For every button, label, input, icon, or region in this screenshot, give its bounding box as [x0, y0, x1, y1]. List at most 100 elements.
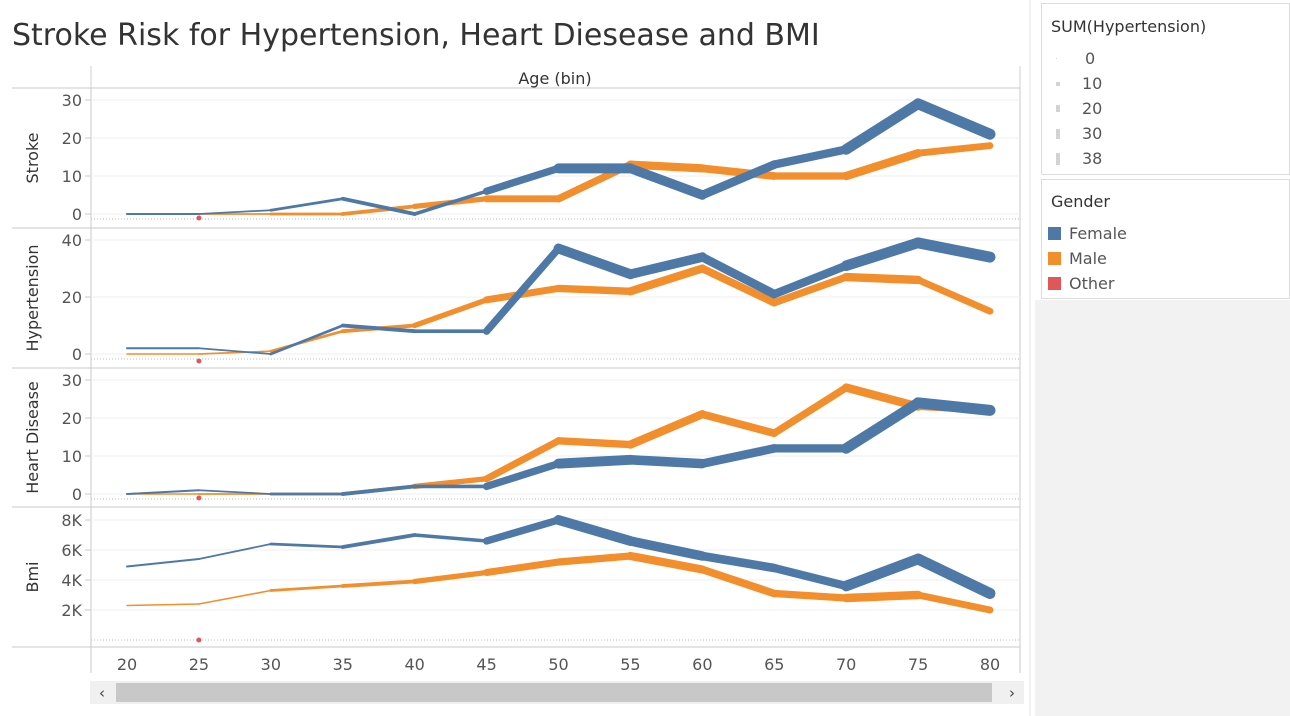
series-segment-male [269, 584, 345, 592]
size-legend-item[interactable]: 30 [1042, 121, 1289, 146]
color-legend-item[interactable]: Male [1042, 246, 1289, 271]
series-segment-female [770, 145, 851, 169]
x-tick-label: 70 [836, 655, 856, 674]
y-axis-label: Heart Disease [23, 381, 42, 494]
chart-area[interactable]: Age (bin) 0 10 20 30 Stroke 0 20 40 Hypertension 0… [0, 0, 1035, 716]
legend-swatch-icon [1048, 277, 1061, 290]
series-segment-male [483, 558, 562, 576]
series-segment-female [125, 557, 200, 568]
y-axis-label: Bmi [23, 561, 42, 592]
x-tick-label: 80 [980, 655, 1000, 674]
series-segment-female [770, 261, 851, 299]
y-axis-label: Stroke [23, 133, 42, 184]
color-legend-label: Female [1069, 224, 1127, 243]
scroll-left-icon[interactable]: ‹ [99, 683, 105, 702]
series-segment-female [340, 323, 417, 334]
y-tick-label: 8K [61, 511, 82, 530]
series-segment-female [482, 164, 563, 195]
y-tick-label: 40 [62, 231, 82, 250]
series-segment-female [482, 516, 563, 545]
column-header: Age (bin) [518, 69, 591, 88]
series-segment-male [914, 591, 994, 614]
series-point-other [196, 495, 202, 501]
series-segment-female [912, 237, 996, 263]
series-segment-female [198, 209, 272, 215]
series-segment-male [340, 204, 417, 216]
x-tick-label: 35 [333, 655, 353, 674]
series-segment-female [625, 455, 708, 469]
size-legend[interactable]: SUM(Hypertension) 0 10 20 30 38 [1041, 3, 1290, 175]
series-segment-female [840, 397, 924, 454]
color-legend-item[interactable]: Female [1042, 221, 1289, 246]
color-legend-title: Gender [1051, 192, 1110, 211]
y-tick-label: 6K [61, 541, 82, 560]
series-segment-male [554, 437, 635, 449]
series-segment-male [914, 276, 994, 315]
y-tick-label: 4K [61, 571, 82, 590]
series-segment-female [412, 533, 489, 543]
series-segment-male [770, 383, 850, 437]
size-mark-icon [1056, 128, 1060, 139]
size-mark-icon [1056, 105, 1060, 112]
series-segment-female [198, 489, 272, 495]
series-point-other [196, 358, 202, 364]
series-segment-female [269, 542, 345, 549]
color-legend[interactable]: Gender Female Male Other [1041, 179, 1290, 299]
series-segment-female [912, 98, 996, 140]
series-segment-female [340, 484, 417, 496]
size-legend-title: SUM(Hypertension) [1051, 17, 1207, 36]
series-segment-female [840, 553, 924, 592]
series-segment-male [841, 383, 923, 411]
color-legend-item[interactable]: Other [1042, 271, 1289, 296]
y-tick-label: 10 [62, 447, 82, 466]
legend-swatch-icon [1048, 227, 1061, 240]
series-point-other [196, 637, 202, 643]
series-segment-male [698, 410, 779, 438]
color-legend-label: Male [1069, 249, 1107, 268]
series-segment-male [198, 589, 272, 605]
series-segment-female [412, 189, 489, 216]
x-tick-label: 20 [117, 655, 137, 674]
series-segment-male [626, 160, 707, 173]
series-segment-male [554, 284, 635, 295]
size-legend-label: 0 [1085, 49, 1096, 68]
series-segment-male [841, 272, 923, 285]
y-axis-label: Hypertension [23, 244, 42, 351]
scroll-thumb[interactable] [116, 683, 992, 702]
series-segment-male [698, 565, 779, 598]
x-tick-label: 25 [189, 655, 209, 674]
size-mark-icon [1056, 58, 1057, 59]
legend-swatch-icon [1048, 252, 1061, 265]
x-tick-label: 30 [261, 655, 281, 674]
size-legend-label: 10 [1082, 74, 1103, 93]
series-segment-female [625, 252, 708, 279]
size-legend-label: 20 [1082, 99, 1103, 118]
series-segment-female [340, 533, 417, 549]
series-segment-male [626, 410, 707, 449]
series-segment-male [412, 297, 490, 329]
y-tick-label: 20 [62, 129, 82, 148]
size-mark-icon [1056, 81, 1060, 86]
series-segment-female [340, 196, 417, 216]
series-segment-male [698, 164, 779, 180]
series-segment-male [914, 142, 994, 157]
series-segment-male [483, 437, 562, 483]
series-segment-female [912, 553, 996, 599]
series-segment-male [770, 589, 850, 602]
series-segment-male [698, 264, 779, 307]
y-tick-label: 20 [62, 288, 82, 307]
series-segment-male [412, 569, 490, 585]
scroll-right-icon[interactable]: › [1009, 683, 1015, 702]
size-legend-item[interactable]: 20 [1042, 96, 1289, 121]
horizontal-scrollbar[interactable]: ‹ › [90, 681, 1024, 704]
color-legend-label: Other [1069, 274, 1115, 293]
series-segment-male [626, 551, 707, 574]
series-segment-female [770, 563, 851, 591]
size-legend-item[interactable]: 0 [1042, 46, 1289, 71]
side-background [1035, 300, 1290, 716]
size-legend-item[interactable]: 38 [1042, 146, 1289, 171]
series-segment-female [198, 543, 272, 560]
series-segment-female [840, 237, 924, 271]
size-legend-item[interactable]: 10 [1042, 71, 1289, 96]
series-segment-female [698, 160, 779, 200]
